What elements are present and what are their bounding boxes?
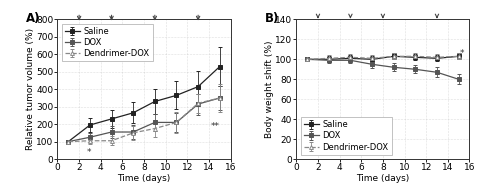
Text: B): B) xyxy=(265,12,280,25)
Legend: Saline, DOX, Dendrimer-DOX: Saline, DOX, Dendrimer-DOX xyxy=(300,117,392,155)
Y-axis label: Body weight shift (%): Body weight shift (%) xyxy=(264,41,274,138)
Text: *: * xyxy=(460,49,464,58)
Text: *: * xyxy=(87,148,91,157)
Y-axis label: Relative tumor volume (%): Relative tumor volume (%) xyxy=(26,28,34,150)
Legend: Saline, DOX, Dendrimer-DOX: Saline, DOX, Dendrimer-DOX xyxy=(62,23,153,61)
X-axis label: Time (days): Time (days) xyxy=(356,174,410,183)
Text: **: ** xyxy=(211,121,220,131)
Text: A): A) xyxy=(26,12,41,25)
X-axis label: Time (days): Time (days) xyxy=(117,174,171,183)
